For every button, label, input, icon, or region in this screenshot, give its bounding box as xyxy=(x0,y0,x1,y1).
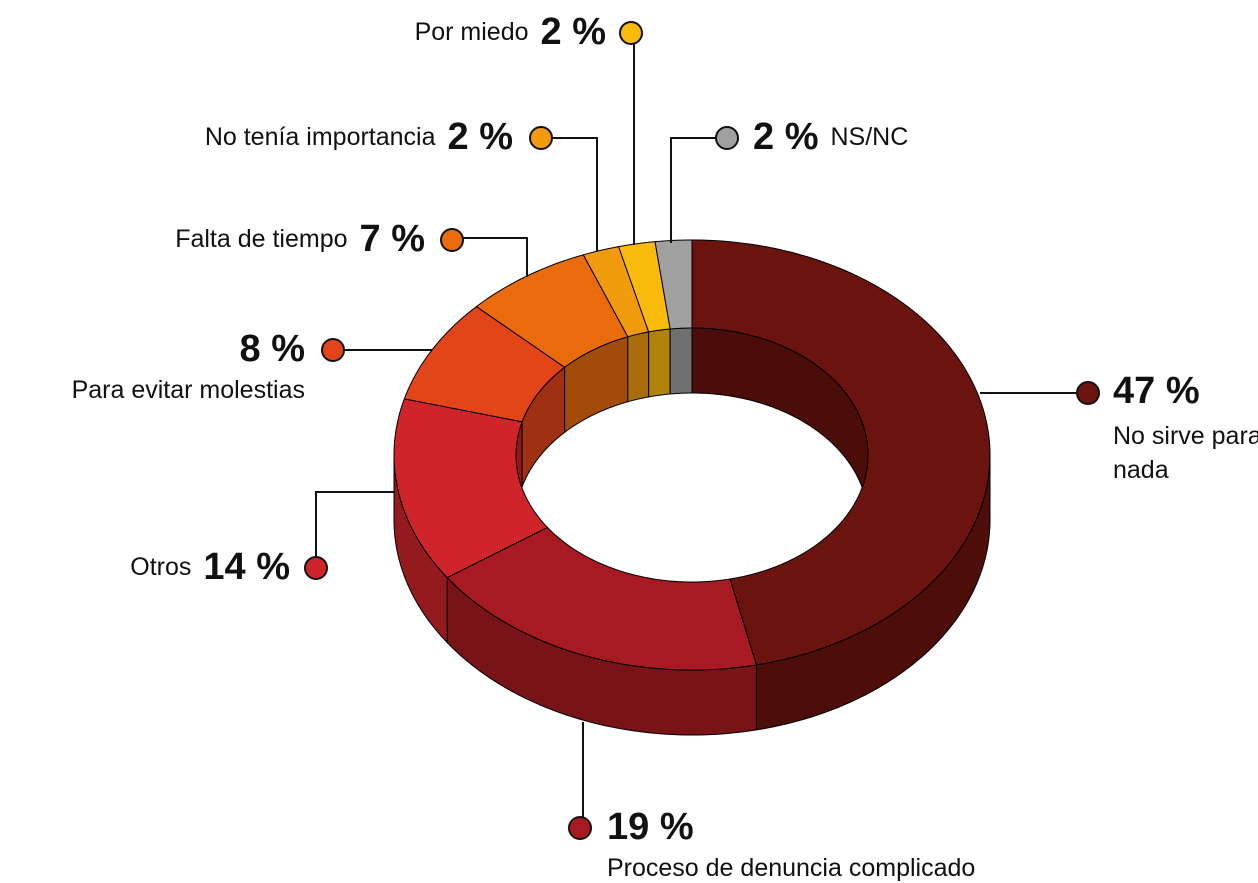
value-label: 14 % xyxy=(203,546,290,588)
category-label: Proceso de denuncia complicado xyxy=(607,854,976,882)
category-label: Falta de tiempo xyxy=(175,224,348,253)
value-label: 7 % xyxy=(359,218,425,260)
category-label: No tenía importancia xyxy=(204,122,436,151)
label-dot xyxy=(715,126,739,150)
slice-label: 8 % Para evitar molestias xyxy=(72,330,305,403)
slice-label: Otros 14 % xyxy=(130,548,290,586)
leader-line xyxy=(315,491,395,568)
slice-inner-side xyxy=(669,327,693,395)
slice xyxy=(654,239,693,330)
slice-label: Por miedo 2 % xyxy=(415,13,606,51)
value-label: 47 % xyxy=(1113,370,1200,412)
label-dot xyxy=(529,126,553,150)
slice-label: 19 % Proceso de denuncia complicado xyxy=(607,808,975,881)
slice-label: No tenía importancia 2 % xyxy=(205,118,513,156)
leader-line xyxy=(452,237,528,277)
slice-label: 2 % NS/NC xyxy=(753,118,908,156)
value-label: 19 % xyxy=(607,806,694,848)
value-label: 2 % xyxy=(447,116,513,158)
top-faces xyxy=(393,239,991,671)
category-label: No sirve para nada xyxy=(1113,422,1258,484)
label-dot xyxy=(440,228,464,252)
value-label: 2 % xyxy=(540,11,606,53)
slice-label: Falta de tiempo 7 % xyxy=(175,220,425,258)
category-label: Otros xyxy=(130,552,192,581)
label-dot xyxy=(1076,381,1100,405)
slice-inner-side xyxy=(627,331,650,403)
category-label: Para evitar molestias xyxy=(71,376,305,404)
leader-line xyxy=(670,137,727,243)
inner-walls xyxy=(515,327,869,521)
label-dot xyxy=(321,338,345,362)
label-dot xyxy=(619,21,643,45)
category-label: Por miedo xyxy=(414,17,529,46)
leader-line xyxy=(541,137,598,252)
label-dot xyxy=(568,816,592,840)
label-dot xyxy=(304,556,328,580)
value-label: 8 % xyxy=(239,328,305,370)
category-label: NS/NC xyxy=(830,122,909,151)
slice-inner-side xyxy=(648,328,671,398)
value-label: 2 % xyxy=(753,116,819,158)
slice-label: 47 % No sirve para nada xyxy=(1113,372,1258,488)
